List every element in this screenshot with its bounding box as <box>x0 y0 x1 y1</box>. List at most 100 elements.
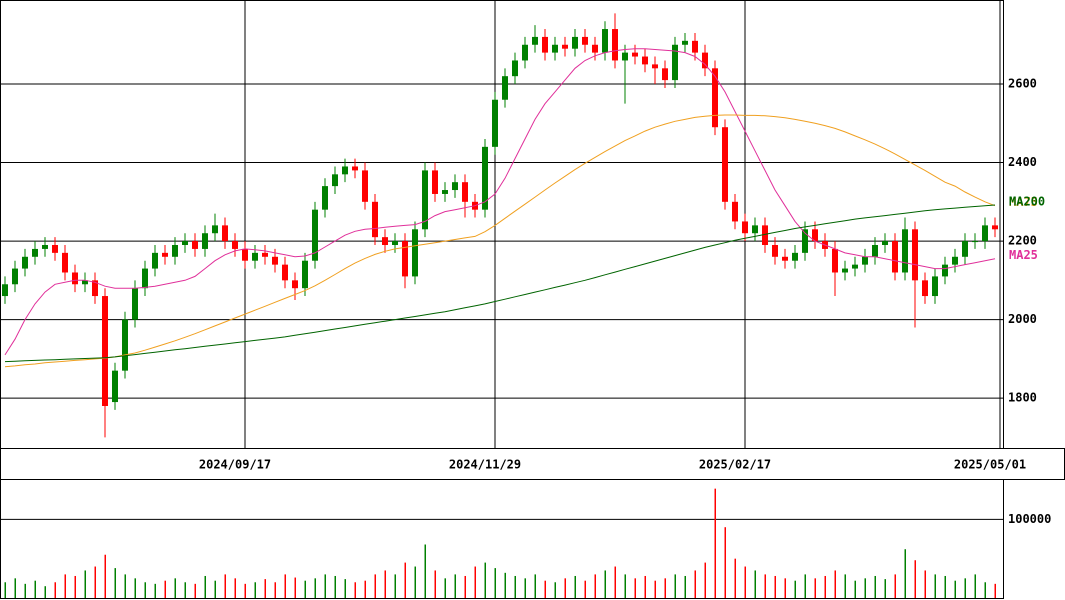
x-tick-label: 2025/02/17 <box>699 458 771 472</box>
volume-bar <box>504 572 506 598</box>
candle-body <box>492 99 498 147</box>
candle-body <box>322 186 328 210</box>
volume-bar <box>774 575 776 598</box>
legend-label: MA75 <box>1009 195 1038 209</box>
volume-bar <box>484 562 486 598</box>
candle-body <box>652 64 658 69</box>
x-tick-label: 2025/05/01 <box>954 458 1026 472</box>
candle-body <box>92 280 98 297</box>
volume-bar <box>314 578 316 598</box>
candle-body <box>512 60 518 77</box>
candle-body <box>272 256 278 265</box>
volume-bar <box>284 574 286 598</box>
volume-bar <box>734 558 736 598</box>
volume-bar <box>144 582 146 598</box>
volume-bar <box>924 570 926 598</box>
candle-body <box>892 241 898 273</box>
candle-body <box>682 40 688 45</box>
candle-body <box>192 241 198 249</box>
candle-body <box>972 241 978 243</box>
candle-body <box>722 127 728 202</box>
candle-body <box>532 36 538 45</box>
candle-body <box>522 44 528 61</box>
candle-body <box>232 241 238 249</box>
candle-body <box>2 284 8 297</box>
volume-bar <box>744 566 746 598</box>
ma-line <box>4 204 996 363</box>
volume-bar <box>574 575 576 598</box>
volume-bar <box>644 575 646 598</box>
volume-bar <box>754 570 756 598</box>
candle-body <box>182 241 188 246</box>
volume-bar <box>874 575 876 598</box>
volume-bar <box>124 574 126 598</box>
candle-body <box>142 268 148 289</box>
volume-bar <box>114 568 116 598</box>
candle-body <box>812 229 818 242</box>
ma-line <box>4 48 996 356</box>
volume-bar <box>964 578 966 598</box>
candle-body <box>542 36 548 53</box>
candle-body <box>692 40 698 53</box>
volume-bar <box>704 562 706 598</box>
candle-body <box>602 29 608 53</box>
candle-body <box>712 68 718 128</box>
candle-body <box>662 68 668 81</box>
candle-body <box>832 248 838 273</box>
volume-bar <box>804 574 806 598</box>
volume-bar <box>474 566 476 598</box>
candle-body <box>772 245 778 257</box>
volume-bar <box>354 582 356 598</box>
candle-body <box>382 237 388 246</box>
volume-bar <box>954 580 956 598</box>
candle-body <box>862 256 868 265</box>
y-tick-label: 2200 <box>1008 234 1037 248</box>
volume-bar <box>194 583 196 598</box>
volume-bar <box>184 582 186 598</box>
candle-body <box>42 245 48 249</box>
legend-label: MA25 <box>1009 248 1038 262</box>
candle-body <box>562 44 568 49</box>
candle-body <box>642 56 648 65</box>
candle-body <box>982 225 988 242</box>
volume-bar <box>74 575 76 598</box>
volume-bar <box>814 578 816 598</box>
y-tick-label: 2400 <box>1008 155 1037 169</box>
candle-body <box>162 252 168 257</box>
candle-body <box>782 256 788 261</box>
volume-bar <box>34 580 36 598</box>
candle-body <box>702 52 708 69</box>
volume-bar <box>14 578 16 598</box>
volume-bar <box>334 575 336 598</box>
candle-body <box>352 166 358 171</box>
volume-bar <box>294 577 296 598</box>
y-tick-label: 2000 <box>1008 312 1037 326</box>
volume-bar <box>384 570 386 598</box>
volume-bar <box>344 579 346 598</box>
ma-line <box>4 114 996 368</box>
volume-tick-label: 100000 <box>1008 512 1051 526</box>
candle-body <box>752 225 758 234</box>
volume-bar <box>274 582 276 598</box>
candle-body <box>282 264 288 281</box>
candle-body <box>852 264 858 269</box>
candle-body <box>362 170 368 202</box>
volume-bar <box>244 583 246 598</box>
volume-bar <box>624 574 626 598</box>
volume-bar <box>984 582 986 598</box>
candle-body <box>632 52 638 57</box>
candle-body <box>592 44 598 53</box>
candle-body <box>932 276 938 297</box>
volume-bar <box>724 527 726 598</box>
candle-body <box>942 264 948 277</box>
candle-body <box>292 280 298 289</box>
volume-bar <box>134 578 136 598</box>
volume-bar <box>394 574 396 598</box>
candle-body <box>572 36 578 49</box>
candle-body <box>992 225 998 230</box>
price-frame <box>0 0 1004 449</box>
candle-body <box>252 252 258 261</box>
candle-body <box>222 225 228 242</box>
y-tick-label: 1800 <box>1008 391 1037 405</box>
candle-body <box>82 280 88 285</box>
